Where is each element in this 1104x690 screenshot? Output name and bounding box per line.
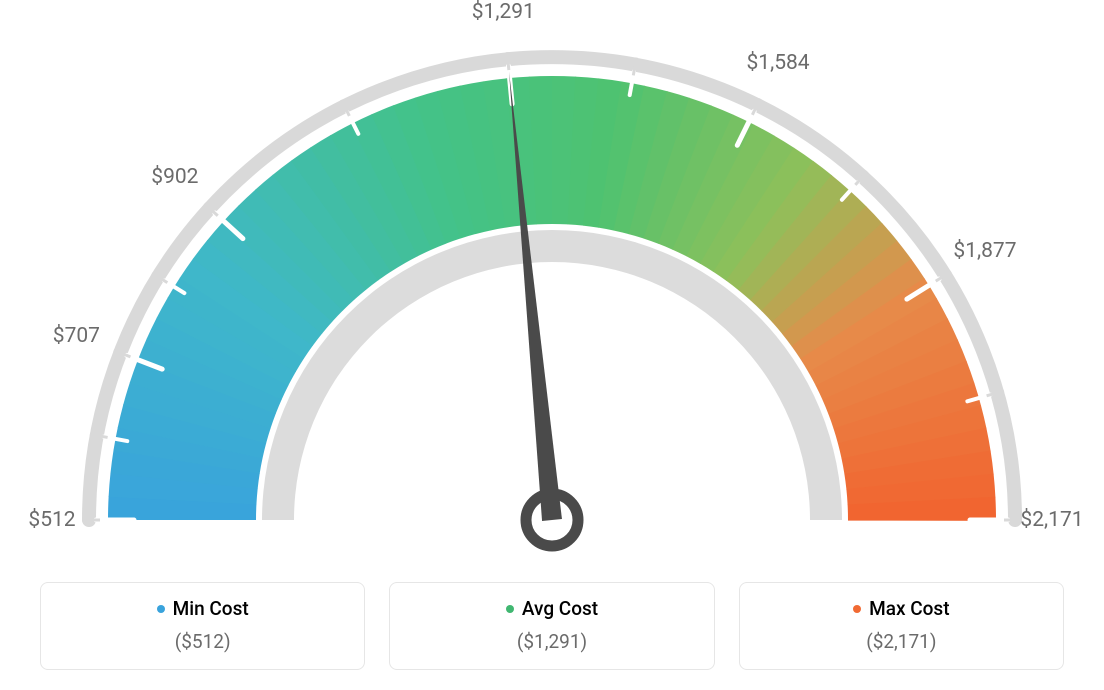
legend-title-text: Avg Cost bbox=[522, 597, 598, 620]
gauge-area: $512 $707 $902 $1,291 $1,584 $1,877 $2,171 bbox=[0, 0, 1104, 560]
scale-label: $1,877 bbox=[953, 239, 1016, 263]
legend-value-avg: ($1,291) bbox=[400, 630, 703, 653]
scale-label: $512 bbox=[28, 508, 75, 532]
dot-icon bbox=[157, 605, 165, 613]
cost-gauge-chart: $512 $707 $902 $1,291 $1,584 $1,877 $2,171 Min… bbox=[0, 0, 1104, 690]
scale-label: $707 bbox=[53, 324, 100, 348]
legend-row: Min Cost ($512) Avg Cost ($1,291) Max Co… bbox=[40, 582, 1064, 670]
legend-title-min: Min Cost bbox=[157, 597, 249, 620]
legend-title-text: Min Cost bbox=[173, 597, 249, 620]
legend-value-min: ($512) bbox=[51, 630, 354, 653]
legend-card-max: Max Cost ($2,171) bbox=[739, 582, 1064, 670]
legend-card-avg: Avg Cost ($1,291) bbox=[389, 582, 714, 670]
scale-label: $1,291 bbox=[472, 0, 535, 24]
legend-title-avg: Avg Cost bbox=[506, 597, 598, 620]
dot-icon bbox=[506, 605, 514, 613]
scale-label: $2,171 bbox=[1020, 508, 1083, 532]
legend-title-text: Max Cost bbox=[869, 597, 949, 620]
legend-value-max: ($2,171) bbox=[750, 630, 1053, 653]
scale-label: $1,584 bbox=[746, 51, 809, 75]
gauge-svg bbox=[0, 0, 1104, 560]
scale-label: $902 bbox=[151, 165, 198, 189]
legend-title-max: Max Cost bbox=[853, 597, 949, 620]
dot-icon bbox=[853, 605, 861, 613]
legend-card-min: Min Cost ($512) bbox=[40, 582, 365, 670]
